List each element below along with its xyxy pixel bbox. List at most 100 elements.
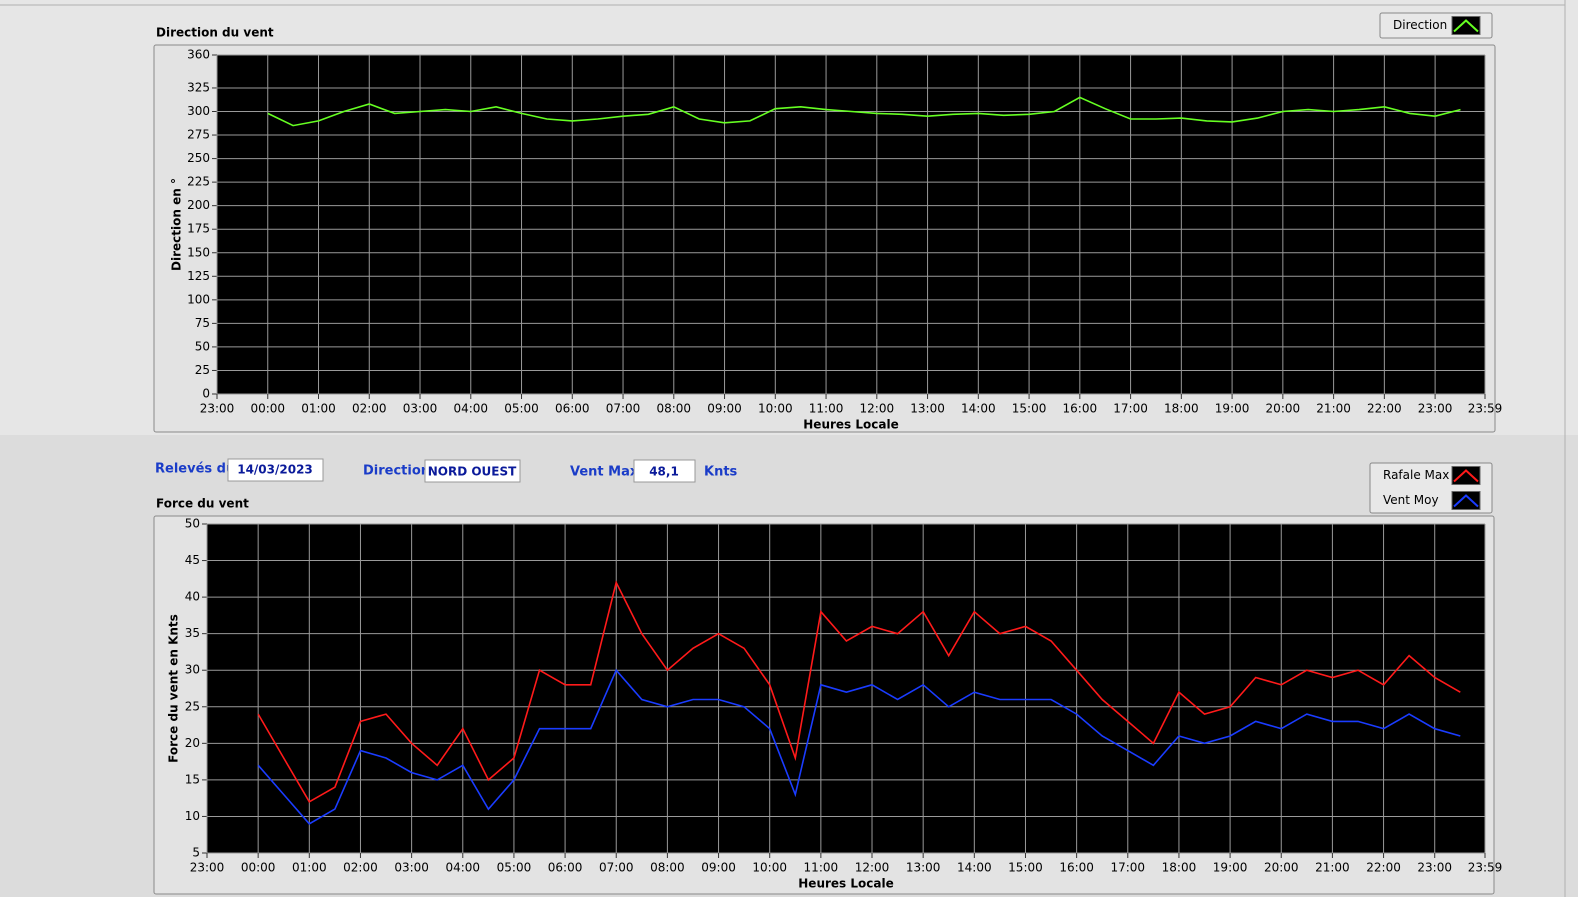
x-tick-label: 05:00 <box>504 402 539 416</box>
x-tick-label: 22:00 <box>1367 402 1402 416</box>
x-tick-label: 12:00 <box>860 402 895 416</box>
x-tick-label: 13:00 <box>906 861 941 875</box>
x-tick-label: 21:00 <box>1315 861 1350 875</box>
y-tick-label: 100 <box>187 292 210 306</box>
x-tick-label: 00:00 <box>241 861 276 875</box>
x-tick-label: 06:00 <box>555 402 590 416</box>
direction-value: NORD OUEST <box>428 465 517 479</box>
date-value: 14/03/2023 <box>237 463 313 477</box>
x-tick-label: 14:00 <box>957 861 992 875</box>
x-tick-label: 23:59 <box>1468 402 1503 416</box>
x-axis-label: Heures Locale <box>798 877 893 891</box>
y-tick-label: 150 <box>187 245 210 259</box>
x-tick-label: 03:00 <box>403 402 438 416</box>
x-tick-label: 18:00 <box>1162 861 1197 875</box>
y-tick-label: 200 <box>187 198 210 212</box>
y-tick-label: 50 <box>195 339 210 353</box>
x-tick-label: 02:00 <box>352 402 387 416</box>
x-tick-label: 10:00 <box>752 861 787 875</box>
x-tick-label: 12:00 <box>855 861 890 875</box>
x-tick-label: 11:00 <box>804 861 839 875</box>
x-tick-label: 19:00 <box>1215 402 1250 416</box>
x-tick-label: 23:00 <box>1418 402 1453 416</box>
x-tick-label: 15:00 <box>1008 861 1043 875</box>
x-tick-label: 23:59 <box>1468 861 1503 875</box>
chart-title: Force du vent <box>156 497 249 511</box>
series-line <box>257 668 1461 825</box>
y-tick-label: 250 <box>187 151 210 165</box>
y-tick-label: 5 <box>192 846 200 860</box>
y-tick-label: 25 <box>185 699 200 713</box>
x-tick-label: 07:00 <box>599 861 634 875</box>
date-label: Relevés du <box>155 462 235 477</box>
x-tick-label: 08:00 <box>650 861 685 875</box>
x-tick-label: 22:00 <box>1366 861 1401 875</box>
series-line <box>257 580 1461 803</box>
y-tick-label: 175 <box>187 222 210 236</box>
x-tick-label: 23:00 <box>1417 861 1452 875</box>
y-tick-label: 225 <box>187 175 210 189</box>
y-tick-label: 15 <box>185 772 200 786</box>
x-tick-label: 00:00 <box>250 402 285 416</box>
y-tick-label: 10 <box>185 809 200 823</box>
series-line <box>267 96 1461 127</box>
x-tick-label: 14:00 <box>961 402 996 416</box>
direction-label: Direction <box>363 464 430 479</box>
legend-swatch-line <box>1453 469 1479 483</box>
y-tick-label: 35 <box>185 626 200 640</box>
y-tick-label: 0 <box>202 387 210 401</box>
x-axis-label: Heures Locale <box>803 418 898 432</box>
x-tick-label: 07:00 <box>606 402 641 416</box>
y-tick-label: 75 <box>195 316 210 330</box>
legend-label: Vent Moy <box>1383 493 1439 507</box>
legend-swatch-line <box>1453 494 1479 508</box>
y-tick-label: 45 <box>185 553 200 567</box>
x-tick-label: 03:00 <box>394 861 429 875</box>
x-tick-label: 21:00 <box>1316 402 1351 416</box>
x-tick-label: 19:00 <box>1213 861 1248 875</box>
plot-area <box>207 524 1485 853</box>
x-tick-label: 13:00 <box>910 402 945 416</box>
y-tick-label: 325 <box>187 80 210 94</box>
legend-swatch <box>1451 491 1481 510</box>
legend-label: Rafale Max <box>1383 468 1449 482</box>
y-tick-label: 275 <box>187 128 210 142</box>
x-tick-label: 16:00 <box>1059 861 1094 875</box>
x-tick-label: 04:00 <box>453 402 488 416</box>
y-tick-label: 20 <box>185 736 200 750</box>
vent-max-label: Vent Max <box>570 465 639 480</box>
date-field[interactable] <box>227 458 324 482</box>
direction-field[interactable] <box>424 459 521 483</box>
y-tick-label: 300 <box>187 104 210 118</box>
unit-label: Knts <box>704 465 738 480</box>
x-tick-label: 20:00 <box>1264 861 1299 875</box>
x-tick-label: 23:00 <box>200 402 235 416</box>
legend-swatch-line <box>1453 19 1479 33</box>
y-axis-label: Direction en ° <box>170 178 184 271</box>
y-tick-label: 40 <box>185 590 200 604</box>
chart-title: Direction du vent <box>156 26 274 40</box>
x-tick-label: 05:00 <box>497 861 532 875</box>
x-tick-label: 11:00 <box>809 402 844 416</box>
x-tick-label: 09:00 <box>707 402 742 416</box>
x-tick-label: 23:00 <box>190 861 225 875</box>
legend-swatch <box>1451 16 1481 35</box>
x-tick-label: 04:00 <box>445 861 480 875</box>
x-tick-label: 20:00 <box>1266 402 1301 416</box>
x-tick-label: 06:00 <box>548 861 583 875</box>
x-tick-label: 08:00 <box>656 402 691 416</box>
legend-label: Direction <box>1393 18 1447 32</box>
x-tick-label: 15:00 <box>1012 402 1047 416</box>
y-axis-label: Force du vent en Knts <box>167 614 181 763</box>
vent-max-field[interactable] <box>633 459 696 483</box>
x-tick-label: 18:00 <box>1164 402 1199 416</box>
y-tick-label: 30 <box>185 663 200 677</box>
x-tick-label: 09:00 <box>701 861 736 875</box>
x-tick-label: 17:00 <box>1110 861 1145 875</box>
y-tick-label: 50 <box>185 517 200 531</box>
legend-swatch <box>1451 466 1481 485</box>
x-tick-label: 16:00 <box>1063 402 1098 416</box>
x-tick-label: 10:00 <box>758 402 793 416</box>
x-tick-label: 02:00 <box>343 861 378 875</box>
